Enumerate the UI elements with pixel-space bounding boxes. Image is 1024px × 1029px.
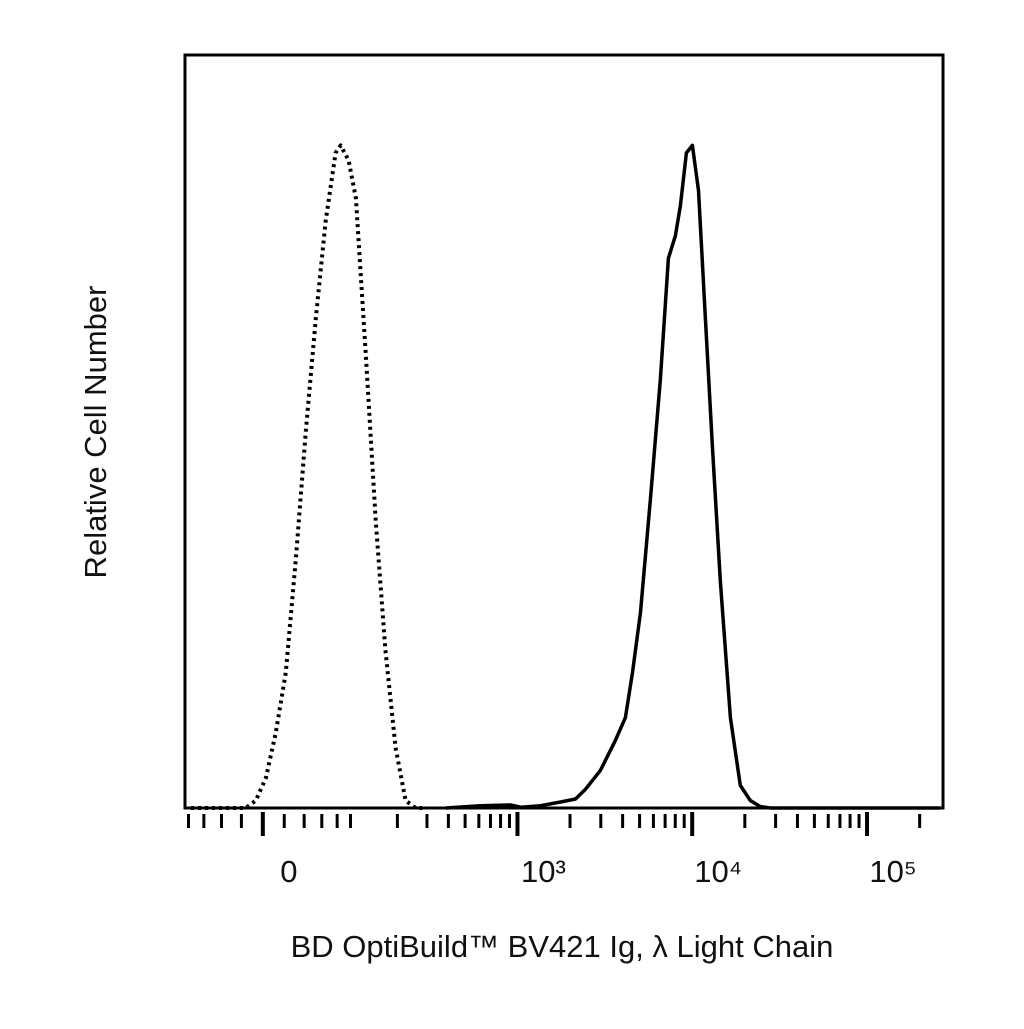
histogram-curve <box>445 143 941 810</box>
x-tick-label: 10⁵ <box>869 854 916 889</box>
x-tick-label: 10³ <box>521 854 566 889</box>
y-axis-title: Relative Cell Number <box>78 286 113 579</box>
histogram-curve <box>191 143 426 810</box>
x-tick-label: 10⁴ <box>694 854 742 889</box>
x-tick-label: 0 <box>280 854 297 889</box>
plot-frame <box>183 53 945 810</box>
x-axis-title: BD OptiBuild™ BV421 Ig, λ Light Chain <box>291 929 834 964</box>
